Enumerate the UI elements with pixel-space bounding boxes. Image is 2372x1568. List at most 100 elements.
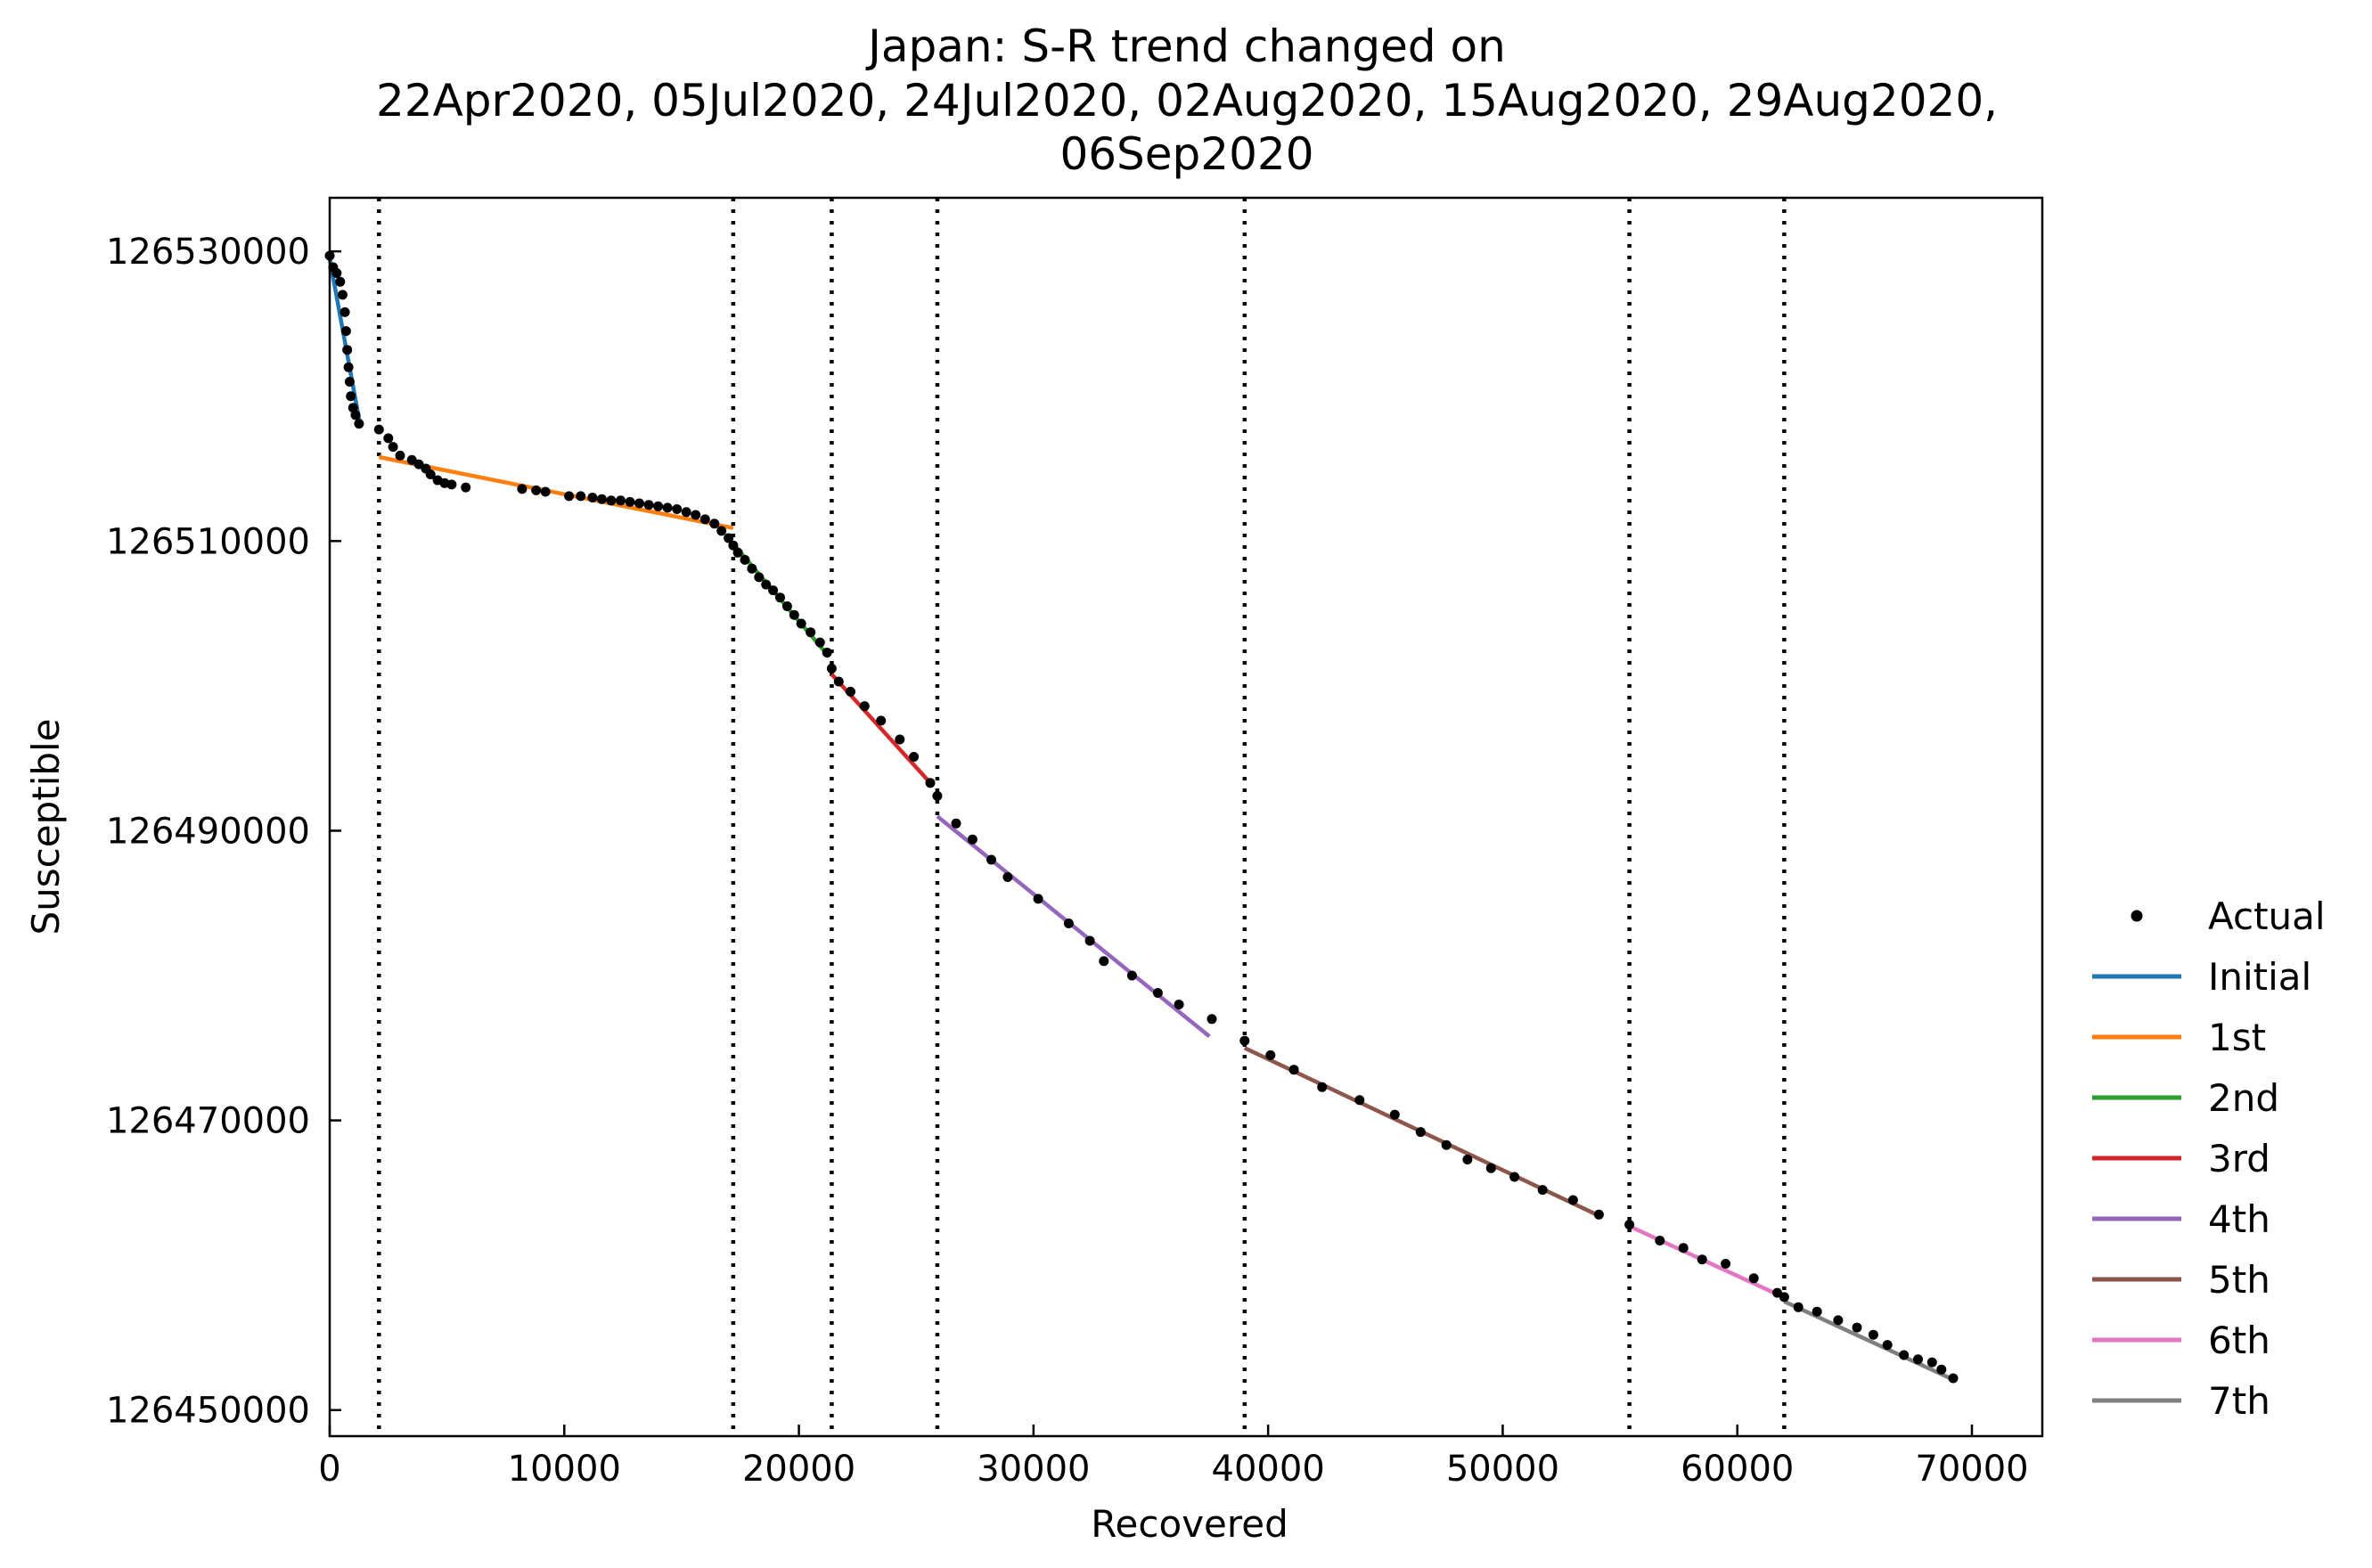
- actual-point: [724, 533, 734, 543]
- actual-point: [339, 306, 350, 317]
- x-tick-label: 10000: [508, 1449, 621, 1490]
- actual-point: [1678, 1243, 1689, 1254]
- actual-point: [967, 834, 977, 845]
- actual-point: [681, 507, 691, 518]
- legend-label: 6th: [2208, 1319, 2270, 1362]
- actual-point: [859, 701, 870, 712]
- legend-label: 2nd: [2208, 1076, 2279, 1120]
- actual-point: [1099, 956, 1109, 967]
- actual-point: [335, 276, 346, 287]
- actual-point: [826, 663, 837, 674]
- actual-point: [699, 514, 710, 525]
- plot-area: 0 10000 20000 30000 40000 50000 60000 70000 126…: [106, 196, 2044, 1490]
- actual-point: [1033, 894, 1043, 904]
- actual-point: [425, 470, 436, 479]
- actual-point: [1697, 1254, 1707, 1265]
- change-point-lines: [377, 198, 1787, 1436]
- title-line-2: 22Apr2020, 05Jul2020, 24Jul2020, 02Aug20…: [376, 75, 1998, 127]
- actual-point: [343, 362, 354, 372]
- actual-point: [1882, 1340, 1893, 1351]
- actual-point: [1485, 1163, 1496, 1173]
- actual-point: [461, 482, 471, 493]
- actual-point: [1537, 1185, 1548, 1196]
- actual-point: [925, 778, 936, 788]
- actual-point: [331, 268, 342, 278]
- actual-point: [446, 479, 457, 490]
- trend-line-7th: [1783, 1299, 1954, 1382]
- actual-point: [1239, 1035, 1250, 1046]
- actual-point: [740, 554, 750, 565]
- actual-point: [1779, 1292, 1789, 1303]
- legend-label: 7th: [2208, 1379, 2270, 1423]
- actual-point: [1852, 1322, 1862, 1333]
- x-axis-label: Recovered: [1091, 1502, 1288, 1546]
- actual-point: [1317, 1082, 1328, 1092]
- y-axis-ticks: 126450000 126470000 126490000 126510000 1265…: [106, 232, 341, 1432]
- actual-point: [691, 510, 701, 520]
- legend-item-7th: 7th: [2092, 1379, 2270, 1423]
- actual-point: [540, 486, 551, 497]
- trend-line-4th: [936, 814, 1211, 1039]
- actual-point: [1441, 1139, 1452, 1150]
- x-tick-label: 30000: [977, 1449, 1090, 1490]
- legend: Actual Initial 1st 2nd 3rd 4th 5th 6th 7th: [2092, 894, 2326, 1423]
- actual-point: [781, 601, 792, 611]
- actual-point: [625, 496, 635, 507]
- actual-point: [653, 501, 664, 511]
- actual-point: [413, 459, 424, 470]
- actual-point: [344, 377, 355, 387]
- actual-point: [814, 637, 825, 648]
- actual-point: [1624, 1220, 1635, 1230]
- y-tick-label: 126470000: [106, 1101, 310, 1142]
- x-tick-label: 60000: [1681, 1449, 1794, 1490]
- actual-point: [606, 495, 617, 506]
- actual-point: [909, 752, 920, 762]
- actual-point: [716, 526, 727, 536]
- actual-point: [1126, 970, 1137, 981]
- actual-point: [616, 495, 626, 506]
- x-axis-ticks: 0 10000 20000 30000 40000 50000 60000 70000: [318, 1425, 2029, 1490]
- legend-item-6th: 6th: [2092, 1319, 2270, 1362]
- actual-point: [768, 585, 779, 596]
- legend-label: 4th: [2208, 1197, 2270, 1241]
- actual-point: [806, 627, 816, 638]
- actual-point: [634, 498, 644, 509]
- actual-point: [1389, 1109, 1400, 1120]
- actual-point: [662, 502, 673, 513]
- actual-point: [340, 326, 351, 337]
- actual-point: [876, 715, 887, 726]
- actual-point: [388, 442, 398, 453]
- actual-point: [775, 592, 785, 603]
- y-tick-label: 126490000: [106, 811, 310, 852]
- x-tick-label: 70000: [1915, 1449, 2028, 1490]
- actual-point: [587, 493, 598, 502]
- actual-point: [1152, 988, 1163, 998]
- actual-point: [1948, 1373, 1959, 1384]
- actual-point: [1913, 1354, 1923, 1365]
- actual-point: [373, 424, 384, 435]
- actual-point: [576, 491, 586, 502]
- actual-point: [1206, 1014, 1217, 1025]
- actual-point: [1593, 1209, 1604, 1220]
- actual-point: [1509, 1172, 1520, 1182]
- actual-point: [1063, 919, 1074, 928]
- actual-point: [346, 391, 356, 402]
- legend-item-1st: 1st: [2092, 1016, 2266, 1059]
- legend-label: Actual: [2208, 894, 2326, 938]
- actual-point: [564, 491, 575, 502]
- y-tick-label: 126510000: [106, 521, 310, 562]
- y-tick-label: 126530000: [106, 232, 310, 273]
- legend-item-actual: Actual: [2131, 894, 2326, 938]
- x-tick-label: 20000: [742, 1449, 855, 1490]
- actual-point: [1174, 1000, 1184, 1009]
- legend-label: 3rd: [2208, 1137, 2270, 1180]
- actual-point: [1084, 935, 1095, 946]
- actual-point: [1793, 1302, 1804, 1312]
- actual-point: [1354, 1095, 1365, 1106]
- actual-point: [342, 345, 353, 355]
- actual-point: [1926, 1357, 1937, 1368]
- legend-label: Initial: [2208, 955, 2311, 999]
- actual-point: [338, 290, 348, 300]
